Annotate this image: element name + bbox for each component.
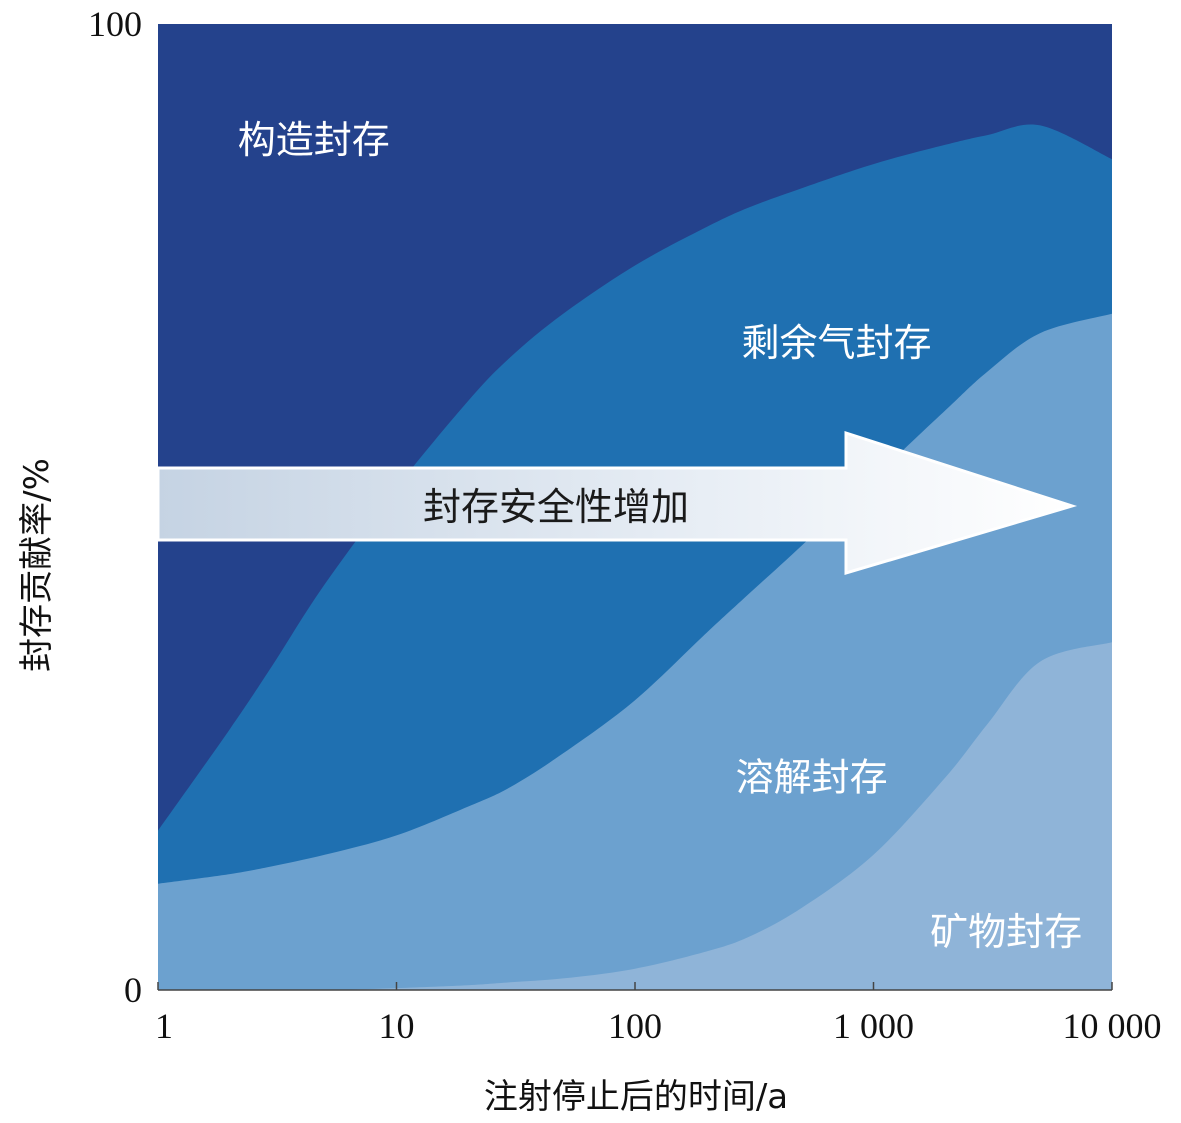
x-tick-label: 10 000 bbox=[1063, 1006, 1162, 1046]
arrow-shape bbox=[156, 430, 1078, 576]
y-axis-label: 封存贡献率/% bbox=[17, 458, 57, 672]
region-label-1: 构造封存 bbox=[238, 118, 390, 162]
region-label-3: 溶解封存 bbox=[736, 755, 888, 799]
x-tick-label: 1 bbox=[155, 1006, 173, 1046]
region-label-4: 矿物封存 bbox=[930, 910, 1082, 954]
y-axis: 0 100 封存贡献率/% bbox=[17, 4, 142, 1010]
x-tick-label: 1 000 bbox=[833, 1006, 914, 1046]
x-tick-label: 100 bbox=[608, 1006, 662, 1046]
x-tick-label: 10 bbox=[379, 1006, 415, 1046]
y-tick-label: 0 bbox=[124, 970, 142, 1010]
x-axis-label: 注射停止后的时间/a bbox=[484, 1077, 788, 1117]
y-tick-label: 100 bbox=[88, 4, 142, 44]
region-label-2: 剩余气封存 bbox=[742, 321, 932, 365]
arrow-label: 封存安全性增加 bbox=[423, 485, 689, 529]
x-axis: 1 10 100 1 000 10 000 注射停止后的时间/a bbox=[155, 982, 1162, 1117]
area-3 bbox=[158, 642, 1112, 991]
security-arrow: 封存安全性增加 bbox=[156, 430, 1078, 576]
